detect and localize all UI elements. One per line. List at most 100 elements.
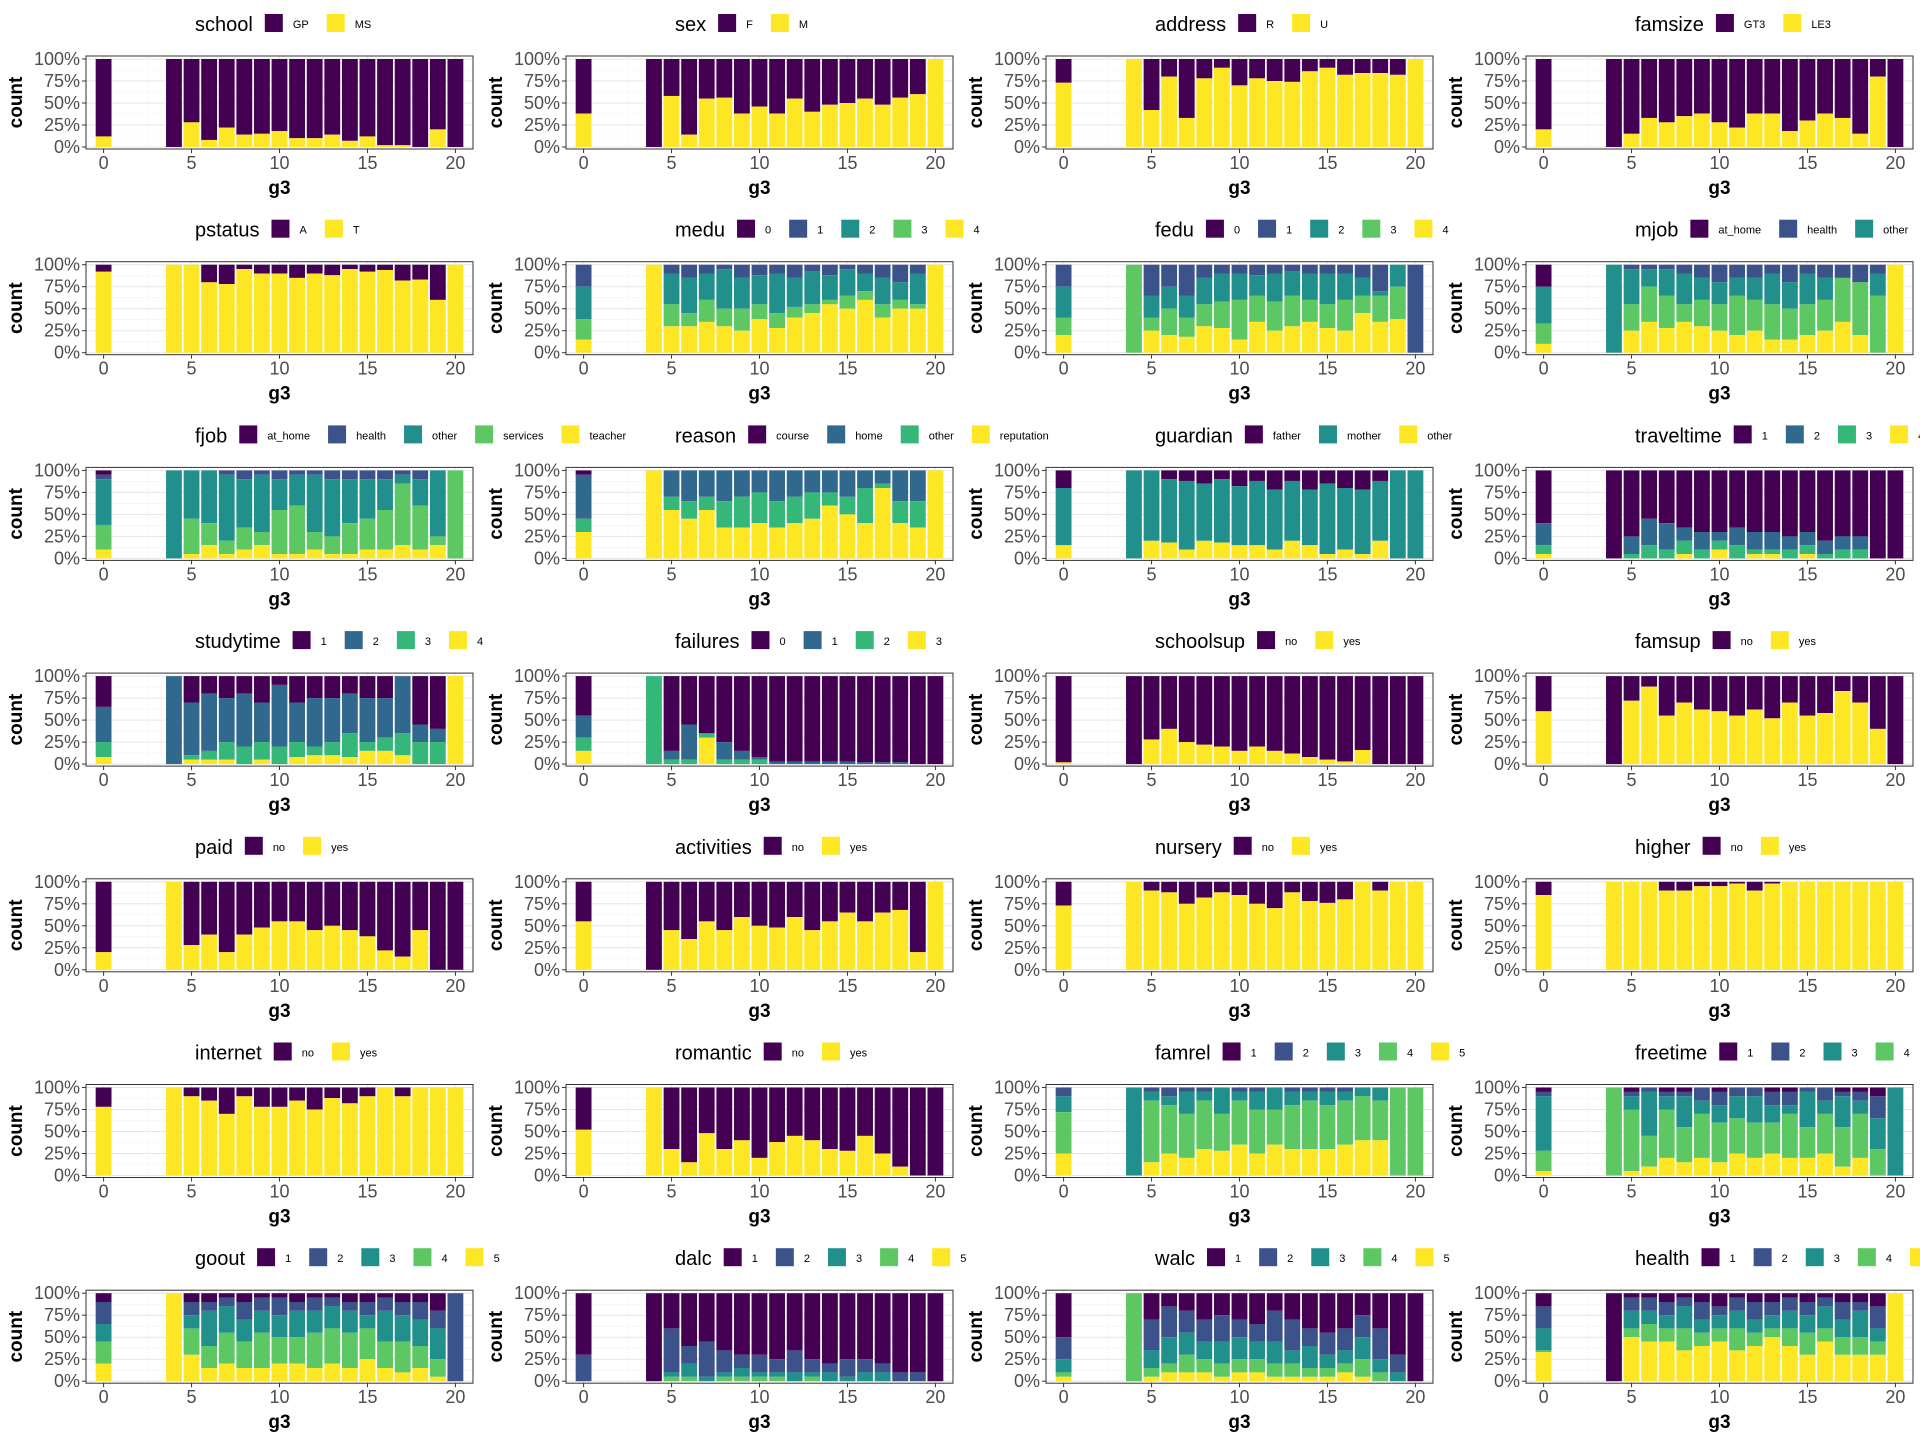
bar-segment: [857, 523, 873, 559]
bar-segment: [575, 750, 592, 765]
legend-label: yes: [360, 1048, 378, 1060]
bar-segment: [1641, 676, 1658, 687]
bar-segment: [874, 264, 891, 278]
bar-segment: [183, 264, 200, 353]
x-axis-title: g3: [268, 1412, 290, 1433]
bar-segment: [1799, 554, 1816, 559]
bar-segment: [324, 470, 341, 480]
legend-title: paid: [195, 837, 233, 859]
bar-segment: [1196, 1359, 1213, 1373]
legend-label: 2: [337, 1253, 343, 1265]
bar-segment: [1337, 264, 1353, 274]
legend-key: [1753, 1248, 1772, 1267]
legend-title: dalc: [675, 1248, 712, 1270]
bar-segment: [751, 304, 768, 320]
bar-segment: [341, 269, 358, 353]
bar-segment: [341, 140, 358, 147]
y-tick-label: 25%: [44, 526, 80, 546]
bar-segment: [1249, 470, 1266, 481]
bar-segment: [1161, 264, 1178, 287]
bar-segment: [1126, 1293, 1142, 1382]
chart-panel-guardian: guardian father mother other0%25%50%75%100%…: [966, 425, 1453, 610]
bar-segment: [341, 881, 358, 931]
bar-segment: [1834, 470, 1851, 537]
bar-segment: [1729, 277, 1746, 296]
bar-segment: [1196, 1372, 1213, 1382]
bar-segment: [786, 881, 803, 917]
bar-segment: [716, 1350, 733, 1373]
bar-segment: [429, 728, 446, 743]
x-tick-label: 15: [837, 1387, 857, 1407]
bar-segment: [1799, 715, 1816, 765]
legend-label: 1: [752, 1253, 758, 1265]
bar-segment: [1711, 1105, 1728, 1123]
bar-segment: [412, 264, 429, 280]
x-tick-label: 0: [1059, 1387, 1069, 1407]
bar-segment: [1676, 554, 1693, 559]
bar-segment: [1641, 1091, 1658, 1136]
bar-segment: [271, 470, 288, 480]
bar-segment: [1372, 1359, 1389, 1373]
bar-segment: [1301, 757, 1318, 765]
bar-segment: [271, 1337, 288, 1364]
y-tick-label: 100%: [514, 666, 560, 686]
bar-segment: [1354, 1376, 1371, 1382]
bar-segment: [1676, 527, 1693, 541]
legend-key: [1719, 1042, 1738, 1061]
bar-segment: [1196, 326, 1213, 353]
bar-segment: [1746, 1157, 1763, 1176]
legend-key: [303, 836, 322, 855]
bar-segment: [1658, 890, 1675, 970]
bar-segment: [447, 1293, 464, 1382]
bar-segment: [1799, 264, 1816, 274]
bar-segment: [1693, 1346, 1710, 1382]
y-axis-title: count: [486, 282, 507, 334]
bar-segment: [218, 1332, 235, 1364]
bar-segment: [1623, 1297, 1640, 1311]
bar-segment: [1196, 1087, 1213, 1092]
bar-segment: [804, 1087, 821, 1141]
bar-segment: [892, 881, 909, 910]
bar-segment: [1055, 1153, 1072, 1176]
bar-segment: [377, 1293, 393, 1298]
bar-segment: [1372, 321, 1389, 353]
legend-title: nursery: [1155, 837, 1222, 859]
bar-segment: [769, 1376, 786, 1382]
bar-segment: [359, 271, 376, 353]
bar-segment: [1817, 554, 1833, 559]
x-tick-label: 20: [1885, 976, 1905, 996]
bar-segment: [95, 1363, 112, 1382]
y-tick-label: 100%: [514, 49, 560, 69]
y-tick-label: 50%: [44, 916, 80, 936]
bar-segment: [1711, 1306, 1728, 1316]
bar-segment: [857, 1135, 873, 1176]
bar-segment: [769, 113, 786, 147]
bar-segment: [1781, 339, 1798, 353]
bar-segment: [95, 1324, 112, 1342]
bar-segment: [1781, 881, 1798, 970]
x-tick-label: 20: [925, 1182, 945, 1202]
y-tick-label: 50%: [524, 1122, 560, 1142]
bar-segment: [1178, 1354, 1195, 1373]
bar-segment: [751, 759, 768, 765]
bar-segment: [1764, 1105, 1781, 1123]
bar-segment: [306, 264, 323, 274]
x-tick-label: 10: [1229, 359, 1249, 379]
legend-label: home: [855, 430, 883, 442]
bar-segment: [927, 264, 944, 353]
bar-segment: [1354, 470, 1371, 490]
bar-segment: [821, 676, 838, 762]
bar-segment: [1535, 1096, 1552, 1151]
legend-label: 2: [1799, 1048, 1805, 1060]
bar-segment: [1834, 881, 1851, 970]
x-tick-label: 15: [357, 976, 377, 996]
legend-key: [465, 1248, 484, 1267]
legend-key: [1857, 1248, 1876, 1267]
legend-key: [1259, 1248, 1278, 1267]
bar-segment: [1817, 1113, 1833, 1154]
bar-segment: [166, 1293, 182, 1382]
x-tick-label: 20: [445, 564, 465, 584]
bar-segment: [218, 59, 235, 128]
